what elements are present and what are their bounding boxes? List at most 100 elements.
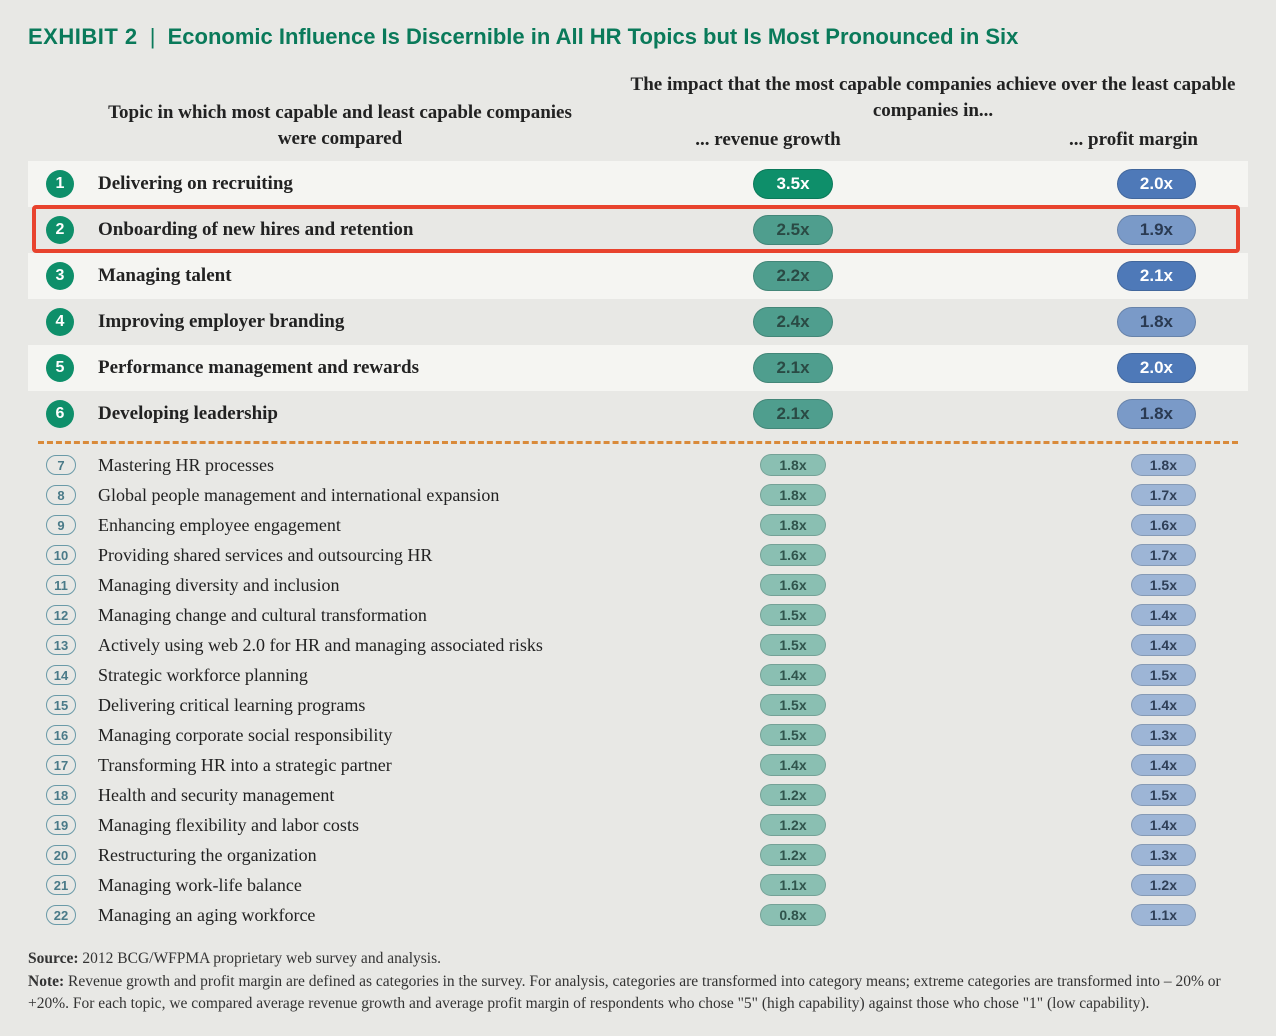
value-pill: 1.8x bbox=[760, 484, 825, 506]
rank-badge: 15 bbox=[46, 695, 76, 715]
table-row: 8Global people management and internatio… bbox=[28, 480, 1248, 510]
value-pill: 1.6x bbox=[760, 544, 825, 566]
value-pill: 1.8x bbox=[760, 454, 825, 476]
value-pill: 1.5x bbox=[760, 694, 825, 716]
rank-badge: 1 bbox=[46, 170, 74, 198]
rank-badge: 17 bbox=[46, 755, 76, 775]
source-text: 2012 BCG/WFPMA proprietary web survey an… bbox=[79, 950, 442, 967]
topic-label: Delivering on recruiting bbox=[98, 173, 658, 195]
value-pill: 2.1x bbox=[1117, 261, 1196, 291]
exhibit-title: EXHIBIT 2 | Economic Influence Is Discer… bbox=[28, 24, 1248, 50]
topic-label: Mastering HR processes bbox=[98, 455, 658, 476]
value-pill: 1.5x bbox=[1131, 574, 1196, 596]
rank-badge: 10 bbox=[46, 545, 76, 565]
value-pill: 1.8x bbox=[1117, 399, 1196, 429]
value-pill: 1.4x bbox=[760, 754, 825, 776]
table-body: 1 Delivering on recruiting 3.5x 2.0x 2 Onboar… bbox=[28, 161, 1248, 930]
topic-label: Improving employer branding bbox=[98, 311, 658, 333]
value-pill: 2.1x bbox=[753, 353, 832, 383]
value-pill: 0.8x bbox=[760, 904, 825, 926]
value-pill: 1.1x bbox=[760, 874, 825, 896]
column-headers: The impact that the most capable compani… bbox=[28, 72, 1248, 151]
rank-badge: 8 bbox=[46, 485, 76, 505]
value-pill: 1.6x bbox=[1131, 514, 1196, 536]
rank-badge: 14 bbox=[46, 665, 76, 685]
rank-badge: 5 bbox=[46, 354, 74, 382]
footnote: Source: 2012 BCG/WFPMA proprietary web s… bbox=[28, 948, 1248, 1015]
topic-label: Transforming HR into a strategic partner bbox=[98, 755, 658, 776]
table-row: 22 Managing an aging workforce 0.8x 1.1x bbox=[28, 900, 1248, 930]
value-pill: 1.5x bbox=[760, 724, 825, 746]
rank-badge: 4 bbox=[46, 308, 74, 336]
value-pill: 1.2x bbox=[760, 844, 825, 866]
table-row: 11Managing diversity and inclusion1.6x1.… bbox=[28, 570, 1248, 600]
topic-label: Managing corporate social responsibility bbox=[98, 725, 658, 746]
rank-badge: 2 bbox=[46, 216, 74, 244]
title-text: Economic Influence Is Discernible in All… bbox=[168, 24, 1019, 49]
section-divider bbox=[38, 441, 1238, 444]
value-pill: 1.3x bbox=[1131, 844, 1196, 866]
topic-label: Actively using web 2.0 for HR and managi… bbox=[98, 635, 658, 656]
rank-badge: 6 bbox=[46, 400, 74, 428]
rank-badge: 19 bbox=[46, 815, 76, 835]
header-impact: The impact that the most capable compani… bbox=[628, 72, 1238, 123]
value-pill: 2.5x bbox=[753, 215, 832, 245]
value-pill: 1.4x bbox=[1131, 814, 1196, 836]
topic-label: Managing flexibility and labor costs bbox=[98, 815, 658, 836]
header-topic: Topic in which most capable and least ca… bbox=[90, 100, 590, 151]
rank-badge: 21 bbox=[46, 875, 76, 895]
value-pill: 1.4x bbox=[760, 664, 825, 686]
value-pill: 1.4x bbox=[1131, 634, 1196, 656]
topic-label: Restructuring the organization bbox=[98, 845, 658, 866]
value-pill: 2.1x bbox=[753, 399, 832, 429]
note-label: Note: bbox=[28, 973, 64, 990]
value-pill: 1.7x bbox=[1131, 544, 1196, 566]
table-row: 14Strategic workforce planning1.4x1.5x bbox=[28, 660, 1248, 690]
value-pill: 1.2x bbox=[760, 784, 825, 806]
note-text: Revenue growth and profit margin are def… bbox=[28, 973, 1221, 1012]
value-pill: 1.1x bbox=[1131, 904, 1196, 926]
header-revenue: ... revenue growth bbox=[628, 129, 908, 151]
value-pill: 1.4x bbox=[1131, 694, 1196, 716]
rank-badge: 16 bbox=[46, 725, 76, 745]
value-pill: 1.5x bbox=[1131, 664, 1196, 686]
table-row: 7Mastering HR processes1.8x1.8x bbox=[28, 450, 1248, 480]
table-row: 12Managing change and cultural transform… bbox=[28, 600, 1248, 630]
topic-label: Managing an aging workforce bbox=[98, 905, 658, 926]
table-row: 4Improving employer branding2.4x1.8x bbox=[28, 299, 1248, 345]
topic-label: Developing leadership bbox=[98, 403, 658, 425]
value-pill: 1.8x bbox=[760, 514, 825, 536]
value-pill: 3.5x bbox=[753, 169, 832, 199]
rank-badge: 18 bbox=[46, 785, 76, 805]
topic-label: Managing work-life balance bbox=[98, 875, 658, 896]
table-row: 19 Managing flexibility and labor costs 1.… bbox=[28, 810, 1248, 840]
value-pill: 2.0x bbox=[1117, 169, 1196, 199]
value-pill: 1.3x bbox=[1131, 724, 1196, 746]
rank-badge: 11 bbox=[46, 575, 76, 595]
rank-badge: 22 bbox=[46, 905, 76, 925]
value-pill: 1.9x bbox=[1117, 215, 1196, 245]
value-pill: 1.5x bbox=[1131, 784, 1196, 806]
rank-badge: 7 bbox=[46, 455, 76, 475]
table-row: 5 Performance management and rewards 2.1x 2… bbox=[28, 345, 1248, 391]
value-pill: 2.0x bbox=[1117, 353, 1196, 383]
value-pill: 1.2x bbox=[760, 814, 825, 836]
value-pill: 2.4x bbox=[753, 307, 832, 337]
topic-label: Managing talent bbox=[98, 265, 658, 287]
value-pill: 1.4x bbox=[1131, 604, 1196, 626]
table-row: 15Delivering critical learning programs1… bbox=[28, 690, 1248, 720]
value-pill: 1.7x bbox=[1131, 484, 1196, 506]
topic-label: Enhancing employee engagement bbox=[98, 515, 658, 536]
table-row: 1 Delivering on recruiting 3.5x 2.0x bbox=[28, 161, 1248, 207]
table-row: 2 Onboarding of new hires and retention 2.… bbox=[28, 207, 1248, 253]
value-pill: 1.6x bbox=[760, 574, 825, 596]
table-row: 16 Managing corporate social responsibili… bbox=[28, 720, 1248, 750]
table-row: 18Health and security management1.2x1.5x bbox=[28, 780, 1248, 810]
topic-label: Performance management and rewards bbox=[98, 357, 658, 379]
table-row: 13Actively using web 2.0 for HR and mana… bbox=[28, 630, 1248, 660]
table-row: 3Managing talent2.2x2.1x bbox=[28, 253, 1248, 299]
table-row: 20Restructuring the organization1.2x1.3x bbox=[28, 840, 1248, 870]
topic-label: Onboarding of new hires and retention bbox=[98, 219, 658, 241]
table-row: 10Providing shared services and outsourc… bbox=[28, 540, 1248, 570]
rank-badge: 3 bbox=[46, 262, 74, 290]
